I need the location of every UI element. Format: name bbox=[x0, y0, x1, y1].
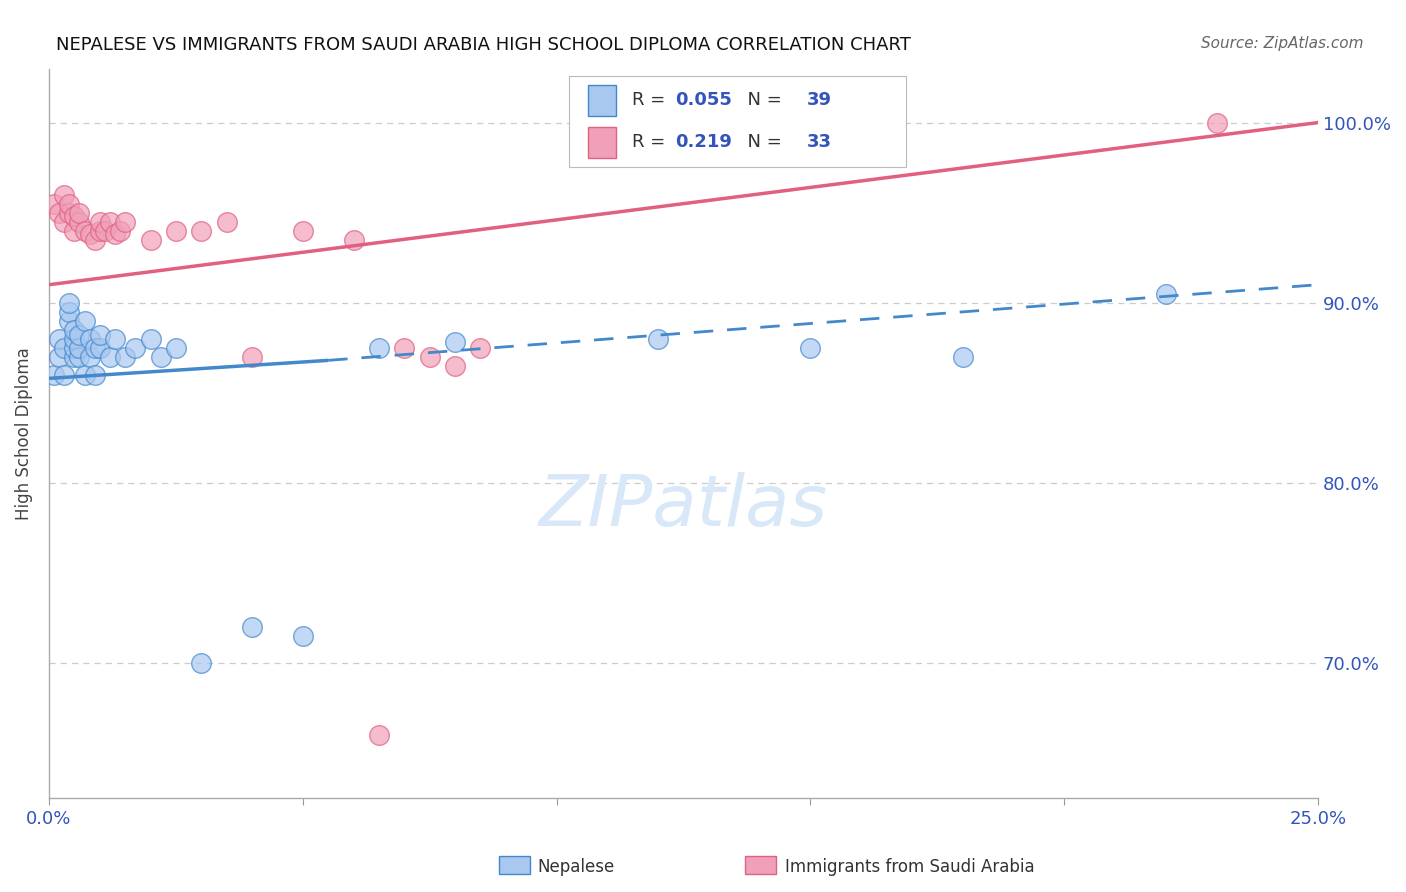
Point bbox=[190, 656, 212, 670]
Bar bbox=[588, 85, 616, 116]
Bar bbox=[588, 127, 616, 158]
Point bbox=[53, 187, 76, 202]
Point bbox=[1154, 286, 1177, 301]
Point bbox=[83, 233, 105, 247]
Point bbox=[48, 332, 70, 346]
Point bbox=[952, 350, 974, 364]
Point bbox=[73, 314, 96, 328]
Point bbox=[73, 224, 96, 238]
Point bbox=[139, 332, 162, 346]
Point bbox=[79, 350, 101, 364]
Point bbox=[98, 350, 121, 364]
Point bbox=[83, 341, 105, 355]
Point bbox=[368, 341, 391, 355]
Point bbox=[368, 728, 391, 742]
Point bbox=[67, 328, 90, 343]
Point bbox=[48, 350, 70, 364]
Point bbox=[67, 341, 90, 355]
Point bbox=[89, 341, 111, 355]
Point bbox=[240, 620, 263, 634]
Point bbox=[124, 341, 146, 355]
Point bbox=[63, 224, 86, 238]
Point bbox=[139, 233, 162, 247]
Point bbox=[63, 341, 86, 355]
Point bbox=[149, 350, 172, 364]
Y-axis label: High School Diploma: High School Diploma bbox=[15, 347, 32, 520]
Point bbox=[114, 350, 136, 364]
Point bbox=[58, 314, 80, 328]
Point bbox=[240, 350, 263, 364]
Text: NEPALESE VS IMMIGRANTS FROM SAUDI ARABIA HIGH SCHOOL DIPLOMA CORRELATION CHART: NEPALESE VS IMMIGRANTS FROM SAUDI ARABIA… bbox=[56, 36, 911, 54]
Point bbox=[165, 224, 187, 238]
Point bbox=[104, 227, 127, 242]
Point bbox=[63, 209, 86, 223]
FancyBboxPatch shape bbox=[569, 76, 905, 167]
Text: R =: R = bbox=[631, 134, 671, 152]
Point bbox=[48, 205, 70, 219]
Point bbox=[67, 214, 90, 228]
Point bbox=[79, 227, 101, 242]
Point bbox=[114, 214, 136, 228]
Point bbox=[108, 224, 131, 238]
Point bbox=[1205, 115, 1227, 129]
Point bbox=[58, 205, 80, 219]
Point bbox=[83, 368, 105, 382]
Point bbox=[190, 224, 212, 238]
Point bbox=[291, 629, 314, 643]
Text: Immigrants from Saudi Arabia: Immigrants from Saudi Arabia bbox=[785, 858, 1035, 876]
Point bbox=[67, 350, 90, 364]
Point bbox=[58, 196, 80, 211]
Text: 0.219: 0.219 bbox=[675, 134, 731, 152]
Text: 0.055: 0.055 bbox=[675, 92, 731, 110]
Point bbox=[42, 196, 65, 211]
Point bbox=[104, 332, 127, 346]
Point bbox=[470, 341, 492, 355]
Text: 39: 39 bbox=[807, 92, 832, 110]
Point bbox=[73, 368, 96, 382]
Point bbox=[215, 214, 238, 228]
Point bbox=[63, 332, 86, 346]
Point bbox=[58, 295, 80, 310]
Point bbox=[394, 341, 416, 355]
Point bbox=[799, 341, 821, 355]
Point bbox=[89, 328, 111, 343]
Point bbox=[419, 350, 441, 364]
Point bbox=[63, 350, 86, 364]
Point bbox=[89, 224, 111, 238]
Text: N =: N = bbox=[735, 134, 787, 152]
Point bbox=[53, 368, 76, 382]
Text: N =: N = bbox=[735, 92, 787, 110]
Point bbox=[98, 214, 121, 228]
Point bbox=[53, 341, 76, 355]
Point bbox=[94, 224, 117, 238]
Point bbox=[165, 341, 187, 355]
Point bbox=[444, 335, 467, 350]
Text: Nepalese: Nepalese bbox=[537, 858, 614, 876]
Text: 33: 33 bbox=[807, 134, 832, 152]
Point bbox=[444, 359, 467, 373]
Text: ZIPatlas: ZIPatlas bbox=[538, 472, 828, 541]
Point bbox=[42, 368, 65, 382]
Point bbox=[291, 224, 314, 238]
Point bbox=[58, 304, 80, 318]
Point bbox=[53, 214, 76, 228]
Point bbox=[647, 332, 669, 346]
Point bbox=[342, 233, 364, 247]
Text: Source: ZipAtlas.com: Source: ZipAtlas.com bbox=[1201, 36, 1364, 51]
Text: R =: R = bbox=[631, 92, 671, 110]
Point bbox=[63, 323, 86, 337]
Point bbox=[89, 214, 111, 228]
Point bbox=[79, 332, 101, 346]
Point bbox=[67, 205, 90, 219]
